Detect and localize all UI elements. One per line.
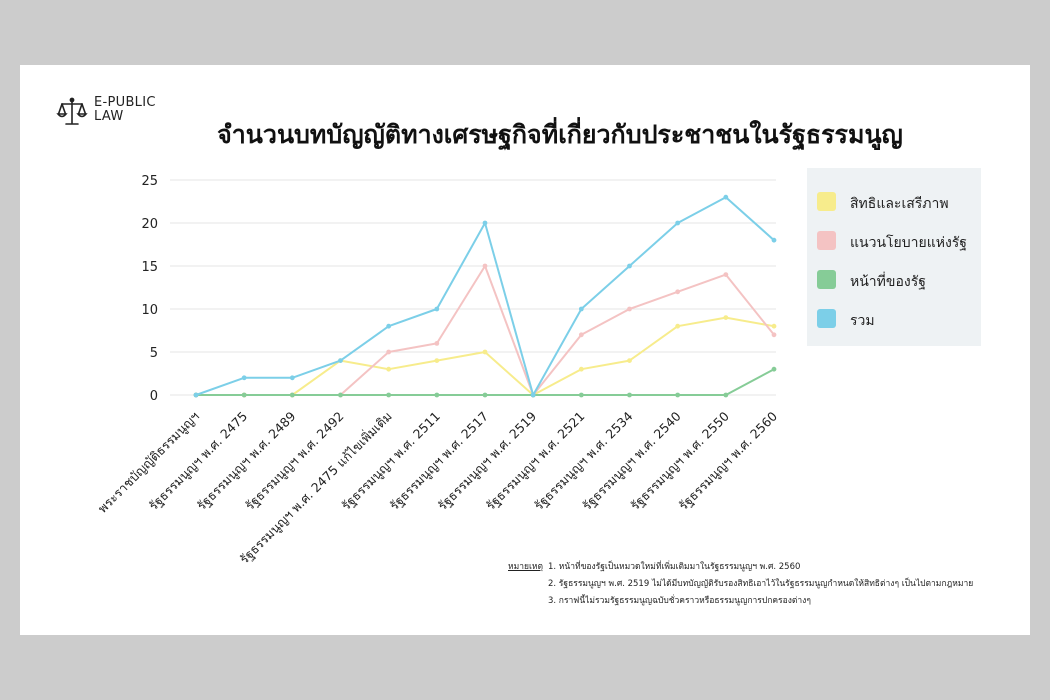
legend-item: สิทธิและเสรีภาพ (817, 190, 977, 214)
note-line: 2. รัฐธรรมนูญฯ พ.ศ. 2519 ไม่ได้มีบทบัญญั… (548, 579, 974, 589)
data-point (482, 349, 488, 355)
y-tick-label: 0 (150, 389, 158, 404)
data-point (289, 392, 295, 398)
data-point (578, 332, 584, 338)
legend-swatch (817, 270, 836, 289)
data-point (193, 392, 199, 398)
data-point (771, 366, 777, 372)
data-point (482, 263, 488, 269)
brand-line-2: LAW (94, 109, 124, 124)
infographic-card: E-PUBLIC LAW จำนวนบทบัญญัติทางเศรษฐกิจที… (20, 65, 1030, 635)
data-point (434, 392, 440, 398)
note-line: 3. กราฟนี้ไม่รวมรัฐธรรมนูญฉบับชั่วคราวหร… (548, 596, 811, 606)
legend-swatch (817, 231, 836, 250)
data-point (386, 366, 392, 372)
data-point (530, 392, 536, 398)
brand-text: E-PUBLIC LAW (94, 96, 156, 124)
y-tick-label: 10 (141, 303, 158, 318)
data-point (723, 194, 729, 200)
data-point (771, 323, 777, 329)
data-point (386, 392, 392, 398)
data-point (338, 392, 343, 398)
data-point (386, 323, 392, 329)
data-point (434, 341, 440, 346)
y-tick-label: 15 (141, 260, 158, 275)
data-point (386, 349, 392, 355)
note-line: 1. หน้าที่ของรัฐเป็นหมวดใหม่ที่เพิ่มเติม… (548, 562, 801, 572)
y-tick-label: 25 (141, 174, 158, 189)
data-point (627, 392, 632, 398)
legend-swatch (817, 309, 836, 328)
data-point (627, 358, 632, 363)
series-line (196, 265, 775, 396)
x-tick-label: รัฐธรรมนูญฯ พ.ศ. 2560 (675, 408, 780, 513)
data-point (578, 366, 584, 372)
y-tick-label: 5 (150, 346, 158, 361)
series-line (196, 316, 775, 396)
data-point (675, 220, 681, 226)
data-point (482, 220, 488, 226)
legend-label: รวม (850, 313, 875, 329)
data-point (434, 306, 440, 312)
data-point (241, 375, 247, 381)
data-point (771, 332, 777, 338)
data-point (627, 306, 632, 312)
data-point (723, 315, 729, 320)
legend-item: รวม (817, 307, 977, 331)
data-point (241, 392, 247, 398)
data-point (723, 272, 729, 277)
line-chart: 0510152025พระราชบัญญัติธรรมนูญฯรัฐธรรมนู… (95, 174, 781, 567)
data-point (434, 358, 440, 363)
data-point (289, 375, 295, 381)
data-point (675, 289, 681, 295)
scales-of-justice-icon (56, 97, 88, 125)
data-point (578, 306, 584, 312)
data-point (338, 358, 343, 363)
data-point (675, 323, 681, 329)
data-point (675, 392, 681, 398)
data-point (578, 392, 584, 398)
legend-item: แนวนโยบายแห่งรัฐ (817, 229, 977, 253)
legend-label: หน้าที่ของรัฐ (850, 274, 926, 290)
data-point (627, 263, 632, 269)
chart-legend: สิทธิและเสรีภาพแนวนโยบายแห่งรัฐหน้าที่ขอ… (807, 168, 981, 346)
y-tick-label: 20 (141, 217, 158, 232)
legend-item: หน้าที่ของรัฐ (817, 268, 977, 292)
data-point (771, 237, 777, 243)
series-line (195, 196, 775, 396)
legend-label: แนวนโยบายแห่งรัฐ (850, 235, 968, 251)
data-point (482, 392, 488, 398)
chart-title: จำนวนบทบัญญัติทางเศรษฐกิจที่เกี่ยวกับประ… (217, 120, 903, 149)
brand-line-1: E-PUBLIC (94, 95, 156, 110)
legend-swatch (817, 192, 836, 211)
notes-heading: หมายเหตุ (508, 562, 543, 572)
data-point (723, 392, 729, 398)
legend-label: สิทธิและเสรีภาพ (850, 196, 949, 212)
brand-logo: E-PUBLIC LAW (56, 96, 176, 130)
series-line (196, 368, 775, 396)
